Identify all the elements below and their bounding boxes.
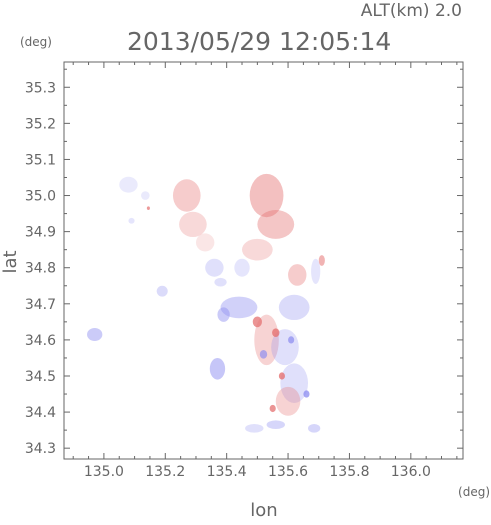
data-patch [278, 372, 285, 380]
x-tick-label: 135.4 [207, 464, 247, 480]
data-patch [217, 307, 230, 322]
y-tick-label: 35.0 [25, 189, 56, 205]
datetime-title: 2013/05/29 12:05:14 [127, 27, 391, 56]
data-patch [249, 173, 284, 218]
data-patch [195, 233, 215, 252]
y-unit-label: (deg) [20, 35, 52, 49]
data-patch [245, 423, 264, 433]
tick-layer: 135.0 135.2 135.4 135.6 135.8 136.0 34.3 34.4 34… [25, 62, 463, 480]
y-tick-label: 34.4 [25, 405, 56, 421]
x-tick-label: 135.2 [145, 464, 185, 480]
y-tick-label: 34.6 [25, 333, 56, 349]
data-patch [318, 255, 325, 266]
x-unit-label: (deg) [458, 485, 490, 499]
data-patch [269, 404, 276, 413]
data-patch [87, 327, 103, 341]
data-patch [308, 423, 321, 433]
altitude-label: ALT(km) 2.0 [361, 1, 462, 21]
data-patch [259, 350, 268, 359]
y-tick-label: 35.3 [25, 80, 56, 96]
data-patch [119, 176, 138, 193]
x-tick-label: 135.6 [268, 464, 308, 480]
y-tick-label: 34.3 [25, 441, 56, 457]
plot-frame [63, 61, 464, 460]
x-axis-title: lon [250, 500, 277, 521]
y-tick-label: 34.5 [25, 369, 56, 385]
data-patch [179, 211, 207, 238]
data-patch [234, 258, 250, 277]
y-tick-label: 35.2 [25, 116, 56, 132]
data-patch [288, 336, 295, 344]
data-patch [266, 420, 285, 430]
x-tick-label: 135.0 [84, 464, 124, 480]
y-tick-label: 34.8 [25, 261, 56, 277]
data-patch [156, 285, 168, 297]
y-tick-label: 34.7 [25, 297, 56, 313]
y-tick-label: 34.9 [25, 225, 56, 241]
data-patch [205, 258, 224, 277]
data-patch [257, 209, 295, 239]
data-patch [209, 357, 226, 380]
data-patch [311, 258, 321, 284]
data-patch [303, 390, 310, 398]
data-layer [87, 173, 325, 433]
data-patch [272, 328, 280, 338]
data-patch [172, 179, 201, 212]
data-patch [280, 363, 309, 404]
data-patch [275, 386, 301, 416]
data-patch [252, 316, 262, 328]
x-tick-label: 136.0 [391, 464, 431, 480]
data-patch [214, 277, 227, 287]
y-axis-title: lat [0, 250, 21, 273]
data-patch [128, 217, 135, 224]
x-tick-label: 135.8 [329, 464, 369, 480]
data-patch [220, 296, 258, 319]
y-tick-label: 35.1 [25, 152, 56, 168]
data-patch [288, 264, 307, 286]
data-patch [146, 206, 150, 210]
data-patch [278, 294, 310, 321]
data-patch [141, 191, 150, 200]
data-patch [242, 238, 273, 261]
